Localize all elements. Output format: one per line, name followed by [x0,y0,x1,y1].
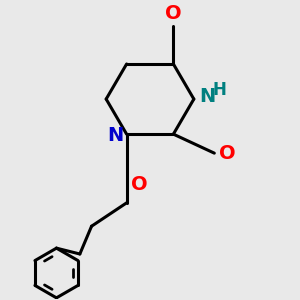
Text: H: H [213,81,227,99]
Text: O: O [131,175,148,194]
Text: N: N [107,126,124,145]
Text: O: O [165,4,182,23]
Text: O: O [219,144,235,163]
Text: N: N [200,87,216,106]
